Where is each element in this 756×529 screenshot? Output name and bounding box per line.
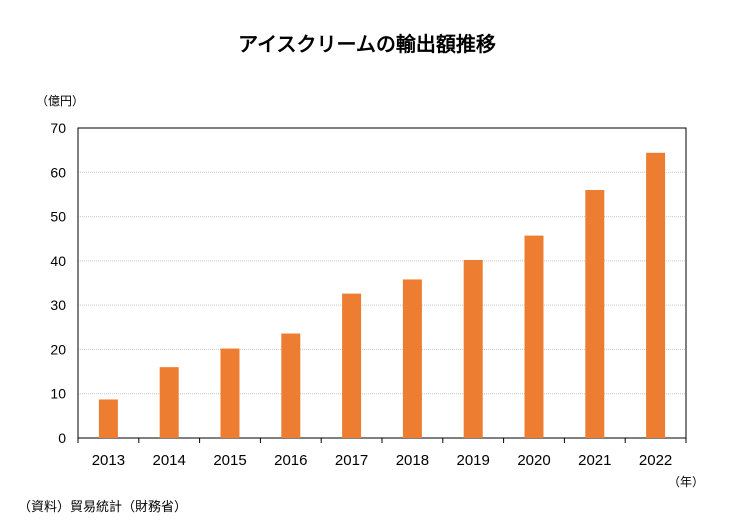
y-axis-ticks: 0 10 20 30 40 50 60 70 xyxy=(50,120,66,446)
bar-2020 xyxy=(524,235,544,438)
bar-2019 xyxy=(463,259,483,438)
x-tick-label: 2019 xyxy=(457,452,490,469)
x-tick-label: 2015 xyxy=(213,452,246,469)
x-axis-ticks: 2013 2014 2015 2016 2017 2018 2019 2020 2021 2022 xyxy=(77,438,687,469)
bar-2015 xyxy=(220,348,240,438)
gridlines xyxy=(78,171,686,395)
bar-2013 xyxy=(98,399,118,438)
chart-title: アイスクリームの輸出額推移 xyxy=(238,32,496,56)
bar-2014 xyxy=(159,367,179,438)
y-tick-label: 30 xyxy=(50,297,66,313)
y-tick-label: 40 xyxy=(50,253,66,269)
x-tick-label: 2022 xyxy=(639,452,672,469)
bar-2016 xyxy=(281,333,301,438)
y-tick-label: 60 xyxy=(50,164,66,180)
y-tick-label: 50 xyxy=(50,209,66,225)
source-note: （資料）貿易統計（財務省） xyxy=(18,499,187,515)
y-axis-unit-label: （億円） xyxy=(36,94,84,108)
bar-2022 xyxy=(646,152,666,439)
x-tick-label: 2016 xyxy=(274,452,307,469)
x-tick-label: 2014 xyxy=(153,452,186,469)
y-tick-label: 10 xyxy=(50,386,66,402)
y-tick-label: 0 xyxy=(58,430,66,446)
bar-2018 xyxy=(402,279,422,438)
x-tick-label: 2020 xyxy=(517,452,550,469)
x-tick-label: 2017 xyxy=(335,452,368,469)
x-tick-label: 2013 xyxy=(92,452,125,469)
y-tick-label: 70 xyxy=(50,120,66,136)
bar-2017 xyxy=(342,293,362,438)
x-tick-label: 2021 xyxy=(578,452,611,469)
bar-2021 xyxy=(585,190,605,438)
x-tick-label: 2018 xyxy=(396,452,429,469)
x-axis-unit-label: （年） xyxy=(668,475,704,489)
bars xyxy=(98,152,666,439)
y-tick-label: 20 xyxy=(50,341,66,357)
